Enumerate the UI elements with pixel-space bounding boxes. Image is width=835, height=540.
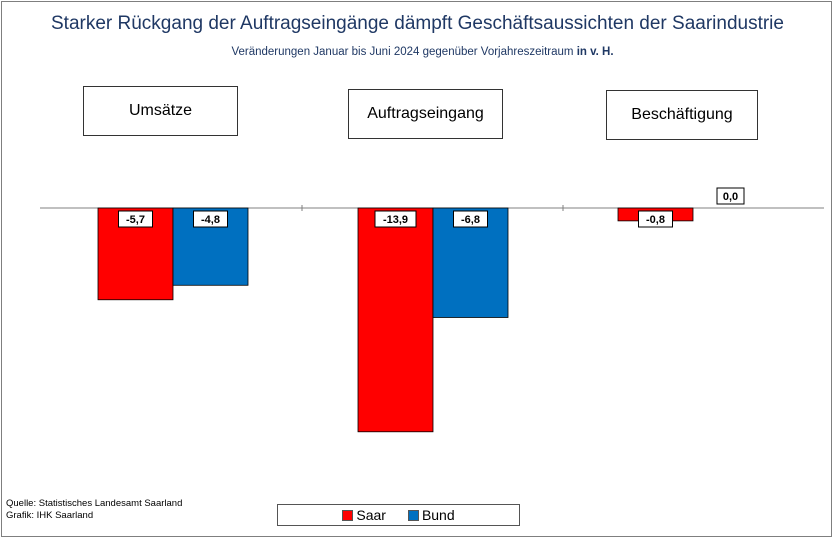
graphic-credit: Grafik: IHK Saarland: [6, 510, 94, 521]
subtitle-text: Veränderungen Januar bis Juni 2024 gegen…: [231, 46, 577, 58]
legend-item-bund: Bund: [407, 507, 455, 523]
data-label-bund-2: 0,0: [716, 187, 745, 205]
subtitle-unit: in v. H.: [576, 46, 614, 58]
data-label-saar-2: -0,8: [638, 210, 673, 228]
svg-text:-6,8: -6,8: [461, 214, 480, 226]
legend-item-saar: Saar: [342, 507, 386, 523]
chart-title: Starker Rückgang der Auftragseingänge dä…: [51, 13, 784, 34]
category-label-umsaetze: Umsätze: [83, 86, 238, 136]
svg-text:0,0: 0,0: [723, 191, 738, 203]
footer-source: Quelle: Statistisches Landesamt Saarland…: [6, 498, 182, 522]
category-label-beschaeftigung: Beschäftigung: [606, 90, 758, 140]
bar-saar-1: [357, 207, 434, 433]
data-label-saar-0: -5,7: [118, 210, 153, 228]
legend: Saar Bund: [277, 504, 520, 526]
svg-text:-5,7: -5,7: [126, 214, 145, 226]
chart-subtitle: Veränderungen Januar bis Juni 2024 gegen…: [0, 46, 835, 58]
category-label-auftragseingang: Auftragseingang: [348, 89, 503, 139]
svg-text:-0,8: -0,8: [646, 214, 665, 226]
legend-swatch-saar: [342, 509, 354, 521]
legend-label-saar: Saar: [356, 507, 386, 523]
data-label-saar-1: -13,9: [374, 210, 417, 228]
legend-label-bund: Bund: [421, 507, 455, 523]
svg-text:-4,8: -4,8: [201, 214, 220, 226]
svg-text:-13,9: -13,9: [383, 214, 408, 226]
legend-swatch-bund: [407, 509, 419, 521]
data-label-bund-1: -6,8: [453, 210, 488, 228]
source-note: Quelle: Statistisches Landesamt Saarland: [6, 498, 183, 509]
data-label-bund-0: -4,8: [193, 210, 228, 228]
